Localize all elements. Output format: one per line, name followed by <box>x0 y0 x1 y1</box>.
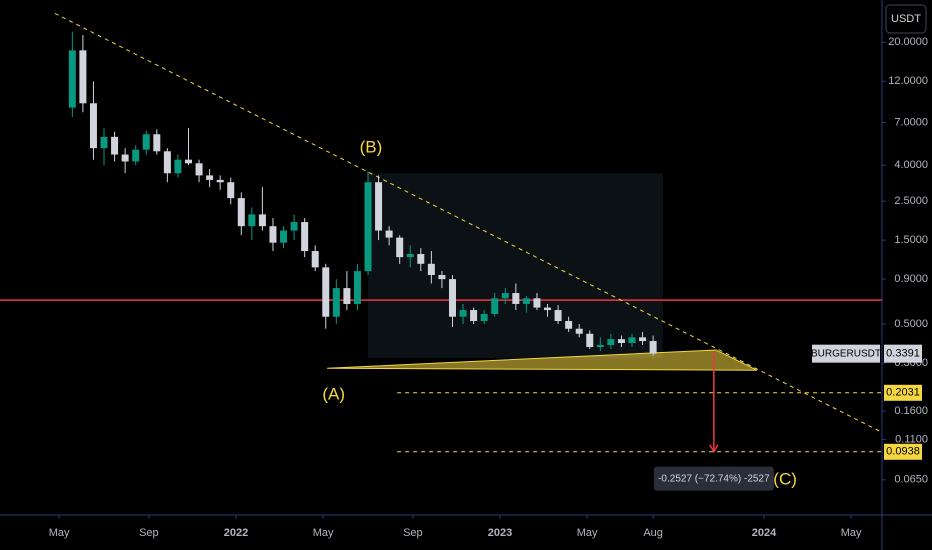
level-label: 0.2031 <box>886 387 920 399</box>
candle-body <box>628 337 636 343</box>
candle-body <box>596 344 604 347</box>
candle-body <box>427 263 435 275</box>
candle-body <box>269 226 277 243</box>
last-price-box <box>884 344 922 363</box>
candle-body <box>417 254 425 264</box>
measure-label: -0.2527 (−72.74%) -2527 <box>658 473 770 484</box>
x-tick-label: 2024 <box>752 527 777 539</box>
candle-body <box>607 339 615 345</box>
currency-button[interactable] <box>885 4 927 34</box>
candle-body <box>385 230 393 238</box>
candle-body <box>280 230 288 243</box>
candle-body <box>533 298 541 308</box>
y-tick-label: 20.0000 <box>888 36 928 48</box>
symbol-label: BURGERUSDT <box>811 348 881 359</box>
level-label: 0.0938 <box>886 446 920 458</box>
candle-body <box>343 288 351 304</box>
candle-body <box>311 251 319 268</box>
candle-body <box>649 341 657 354</box>
candle-body <box>142 134 150 150</box>
candle-body <box>565 321 573 329</box>
candle-body <box>111 136 119 155</box>
last-price-label: 0.3391 <box>886 348 920 360</box>
y-tick-label: 0.1100 <box>895 434 928 446</box>
candle-body <box>406 254 414 258</box>
candle-body <box>258 214 266 227</box>
candle-body <box>68 50 76 108</box>
y-tick-label: 12.0000 <box>888 75 928 87</box>
candle-body <box>322 267 330 317</box>
candle-body <box>353 271 361 304</box>
x-tick-label: Sep <box>139 527 159 539</box>
currency-label[interactable]: USDT <box>891 13 921 25</box>
arrow-head <box>709 444 719 454</box>
candle-body <box>121 154 129 162</box>
level-label-box <box>884 384 922 401</box>
x-tick-label: 2023 <box>488 527 512 539</box>
measure-box <box>653 466 774 491</box>
y-tick-label: 0.1600 <box>894 405 928 417</box>
candle-body <box>617 339 625 343</box>
candle-body <box>586 333 594 347</box>
candle-body <box>448 279 456 317</box>
candle-body <box>375 182 383 231</box>
candle-body <box>438 274 446 280</box>
candle-body <box>248 214 256 227</box>
candle-body <box>174 159 182 174</box>
candle-body <box>163 151 171 174</box>
candle-body <box>227 182 235 199</box>
candle-body <box>522 298 530 304</box>
candle-body <box>396 237 404 258</box>
candle-body <box>544 307 552 311</box>
x-tick-label: Aug <box>643 527 663 539</box>
y-tick-label: 0.9000 <box>894 273 928 285</box>
symbol-box <box>812 344 880 363</box>
candle-body <box>89 103 97 149</box>
x-tick-label: May <box>841 527 862 539</box>
candle-body <box>79 50 87 104</box>
candle-body <box>216 179 224 183</box>
candle-body <box>195 163 203 176</box>
wave-label: (A) <box>322 385 345 404</box>
candle-body <box>459 310 467 317</box>
candle-body <box>554 310 562 322</box>
x-tick-label: Sep <box>403 527 423 539</box>
y-tick-label: 1.5000 <box>894 234 928 246</box>
candle-body <box>184 159 192 164</box>
candle-body <box>301 222 309 252</box>
triangle-pattern <box>327 349 758 371</box>
candle-body <box>364 182 372 272</box>
x-tick-label: 2022 <box>224 527 248 539</box>
wave-label: (C) <box>773 469 797 488</box>
candle-body <box>100 136 108 149</box>
y-tick-label: 0.5000 <box>894 318 928 330</box>
y-tick-label: 7.0000 <box>894 116 928 128</box>
x-tick-label: May <box>49 527 70 539</box>
y-tick-label: 2.5000 <box>894 195 928 207</box>
candle-body <box>206 175 214 180</box>
candle-body <box>237 198 245 227</box>
candle-body <box>153 134 161 152</box>
candle-body <box>332 288 340 317</box>
y-tick-label: 0.0650 <box>894 474 928 486</box>
candle-body <box>480 313 488 322</box>
y-tick-label: 4.0000 <box>894 159 928 171</box>
x-tick-label: May <box>313 527 334 539</box>
wave-label: (B) <box>360 138 383 157</box>
candle-body <box>575 328 583 334</box>
level-label-box <box>884 443 922 460</box>
candle-body <box>491 298 499 314</box>
candle-body <box>132 149 140 162</box>
trendline <box>54 12 883 433</box>
candle-body <box>290 222 298 231</box>
candle-body <box>470 310 478 322</box>
candle-body <box>512 293 520 304</box>
candle-body <box>639 337 647 342</box>
candle-body <box>501 293 509 299</box>
x-tick-label: May <box>577 527 598 539</box>
range-box <box>368 173 663 359</box>
